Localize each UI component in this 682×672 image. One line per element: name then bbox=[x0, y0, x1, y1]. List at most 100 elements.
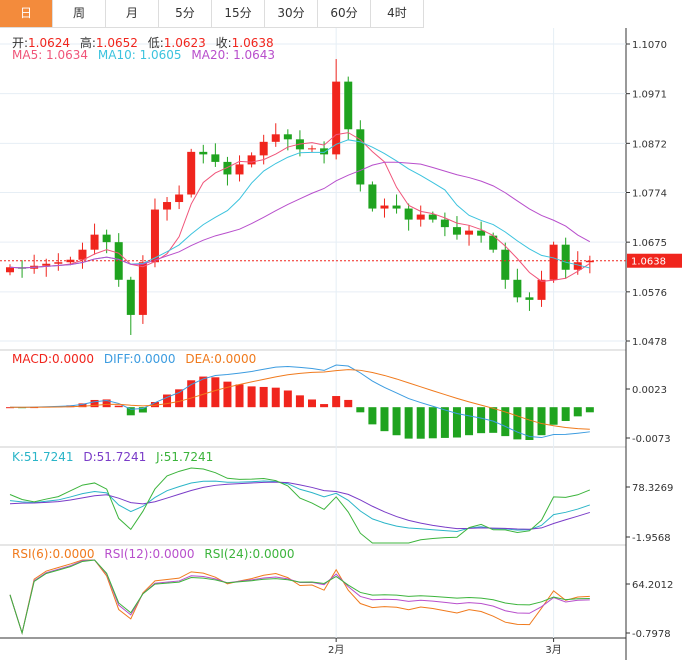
macd-bar bbox=[126, 407, 135, 416]
price-tick-label: 1.0971 bbox=[632, 90, 667, 101]
rsi24-label: RSI(24):0.0000 bbox=[204, 547, 295, 561]
price-tick-label: 1.0675 bbox=[632, 238, 667, 249]
candle-up bbox=[235, 164, 244, 175]
candle-up bbox=[380, 205, 389, 209]
last-price-badge bbox=[627, 253, 682, 268]
candle-down bbox=[440, 219, 449, 228]
macd-bar bbox=[573, 407, 582, 417]
kdj-tick-label: 78.3269 bbox=[632, 483, 673, 494]
candle-up bbox=[465, 230, 474, 235]
macd-bar bbox=[90, 399, 99, 408]
candle-up bbox=[6, 267, 14, 273]
candle-up bbox=[247, 155, 256, 165]
macd-bar bbox=[163, 394, 172, 408]
macd-bar bbox=[344, 399, 353, 408]
candle-down bbox=[477, 230, 486, 236]
candle-up bbox=[271, 134, 280, 142]
macd-bar bbox=[102, 399, 111, 408]
macd-bar bbox=[465, 407, 474, 436]
macd-bar bbox=[332, 396, 341, 408]
candle-down bbox=[561, 244, 570, 270]
candle-down bbox=[368, 184, 377, 209]
candle-down bbox=[501, 249, 510, 280]
ma-legend: MA5: 1.0634 MA10: 1.0605 MA20: 1.0643 bbox=[12, 48, 281, 62]
high-label: 高: bbox=[79, 36, 96, 50]
macd-bar bbox=[199, 376, 208, 408]
last-price-label: 1.0638 bbox=[631, 257, 666, 268]
macd-bar bbox=[150, 401, 159, 408]
candle-up bbox=[42, 263, 51, 266]
candle-up bbox=[537, 279, 546, 300]
candle-up bbox=[175, 194, 184, 203]
diff-line bbox=[9, 364, 590, 439]
candle-up bbox=[585, 260, 594, 263]
tab-5[interactable]: 30分 bbox=[265, 0, 318, 27]
macd-legend: MACD:0.0000 DIFF:0.0000 DEA:0.0000 bbox=[12, 352, 262, 366]
candle-down bbox=[199, 151, 208, 155]
macd-bar bbox=[416, 407, 425, 439]
dea-line bbox=[9, 369, 590, 430]
macd-bar bbox=[501, 407, 510, 437]
candle-down bbox=[102, 234, 111, 243]
k-label: K:51.7241 bbox=[12, 450, 74, 464]
rsi-tick-label: 64.2012 bbox=[632, 580, 673, 591]
low-value: 1.0623 bbox=[163, 36, 206, 50]
tab-2[interactable]: 月 bbox=[106, 0, 159, 27]
tab-3[interactable]: 5分 bbox=[159, 0, 212, 27]
candle-up bbox=[332, 81, 341, 155]
open-value: 1.0624 bbox=[28, 36, 71, 50]
candle-up bbox=[549, 244, 558, 280]
candle-up bbox=[416, 214, 425, 220]
macd-bar bbox=[187, 380, 196, 408]
ma20-label: MA20: 1.0643 bbox=[191, 48, 276, 62]
low-label: 低: bbox=[147, 36, 164, 50]
macd-bar bbox=[537, 407, 546, 436]
candle-up bbox=[259, 141, 268, 156]
candle-up bbox=[308, 148, 316, 150]
macd-bar bbox=[356, 407, 365, 413]
macd-bar bbox=[138, 407, 147, 413]
macd-bar bbox=[428, 407, 437, 439]
macd-bar bbox=[392, 407, 401, 436]
candle-up bbox=[187, 151, 196, 195]
candle-down bbox=[356, 129, 365, 185]
k-line bbox=[9, 480, 591, 532]
candle-up bbox=[66, 259, 75, 263]
rsi12-label: RSI(12):0.0000 bbox=[104, 547, 195, 561]
candle-down bbox=[513, 279, 522, 298]
price-tick-label: 1.0872 bbox=[632, 139, 667, 150]
macd-bar bbox=[247, 386, 256, 408]
tab-6[interactable]: 60分 bbox=[318, 0, 371, 27]
macd-label: MACD:0.0000 bbox=[12, 352, 95, 366]
period-tabs: 日周月 5分 15分 30分 60分 4时 bbox=[0, 0, 424, 28]
candle-down bbox=[392, 205, 401, 209]
macd-bar bbox=[271, 387, 280, 408]
high-value: 1.0652 bbox=[95, 36, 138, 50]
price-tick-label: 1.1070 bbox=[632, 40, 667, 51]
macd-bar bbox=[175, 389, 184, 408]
rsi6-line bbox=[9, 559, 590, 635]
candle-down bbox=[428, 214, 437, 220]
tab-4[interactable]: 15分 bbox=[212, 0, 265, 27]
j-line bbox=[9, 467, 591, 544]
rsi24-line bbox=[9, 559, 590, 635]
tab-1[interactable]: 周 bbox=[53, 0, 106, 27]
close-value: 1.0638 bbox=[231, 36, 274, 50]
price-tick-label: 1.0774 bbox=[632, 189, 667, 200]
x-tick-label: 3月 bbox=[545, 644, 561, 656]
dea-label: DEA:0.0000 bbox=[185, 352, 257, 366]
close-label: 收: bbox=[215, 36, 232, 50]
rsi-tick-label: -0.7978 bbox=[632, 629, 671, 640]
candle-down bbox=[283, 134, 292, 140]
candle-up bbox=[54, 262, 63, 264]
price-tick-label: 1.0478 bbox=[632, 337, 667, 348]
tab-0[interactable]: 日 bbox=[0, 0, 53, 27]
candle-up bbox=[90, 234, 99, 250]
tab-7[interactable]: 4时 bbox=[371, 0, 424, 27]
ma20-line bbox=[9, 161, 591, 269]
ohlc-legend: 开:1.0624 高:1.0652 低:1.0623 收:1.0638 bbox=[12, 34, 280, 51]
d-line bbox=[9, 481, 590, 530]
candle-up bbox=[573, 262, 582, 270]
ma5-label: MA5: 1.0634 bbox=[12, 48, 89, 62]
